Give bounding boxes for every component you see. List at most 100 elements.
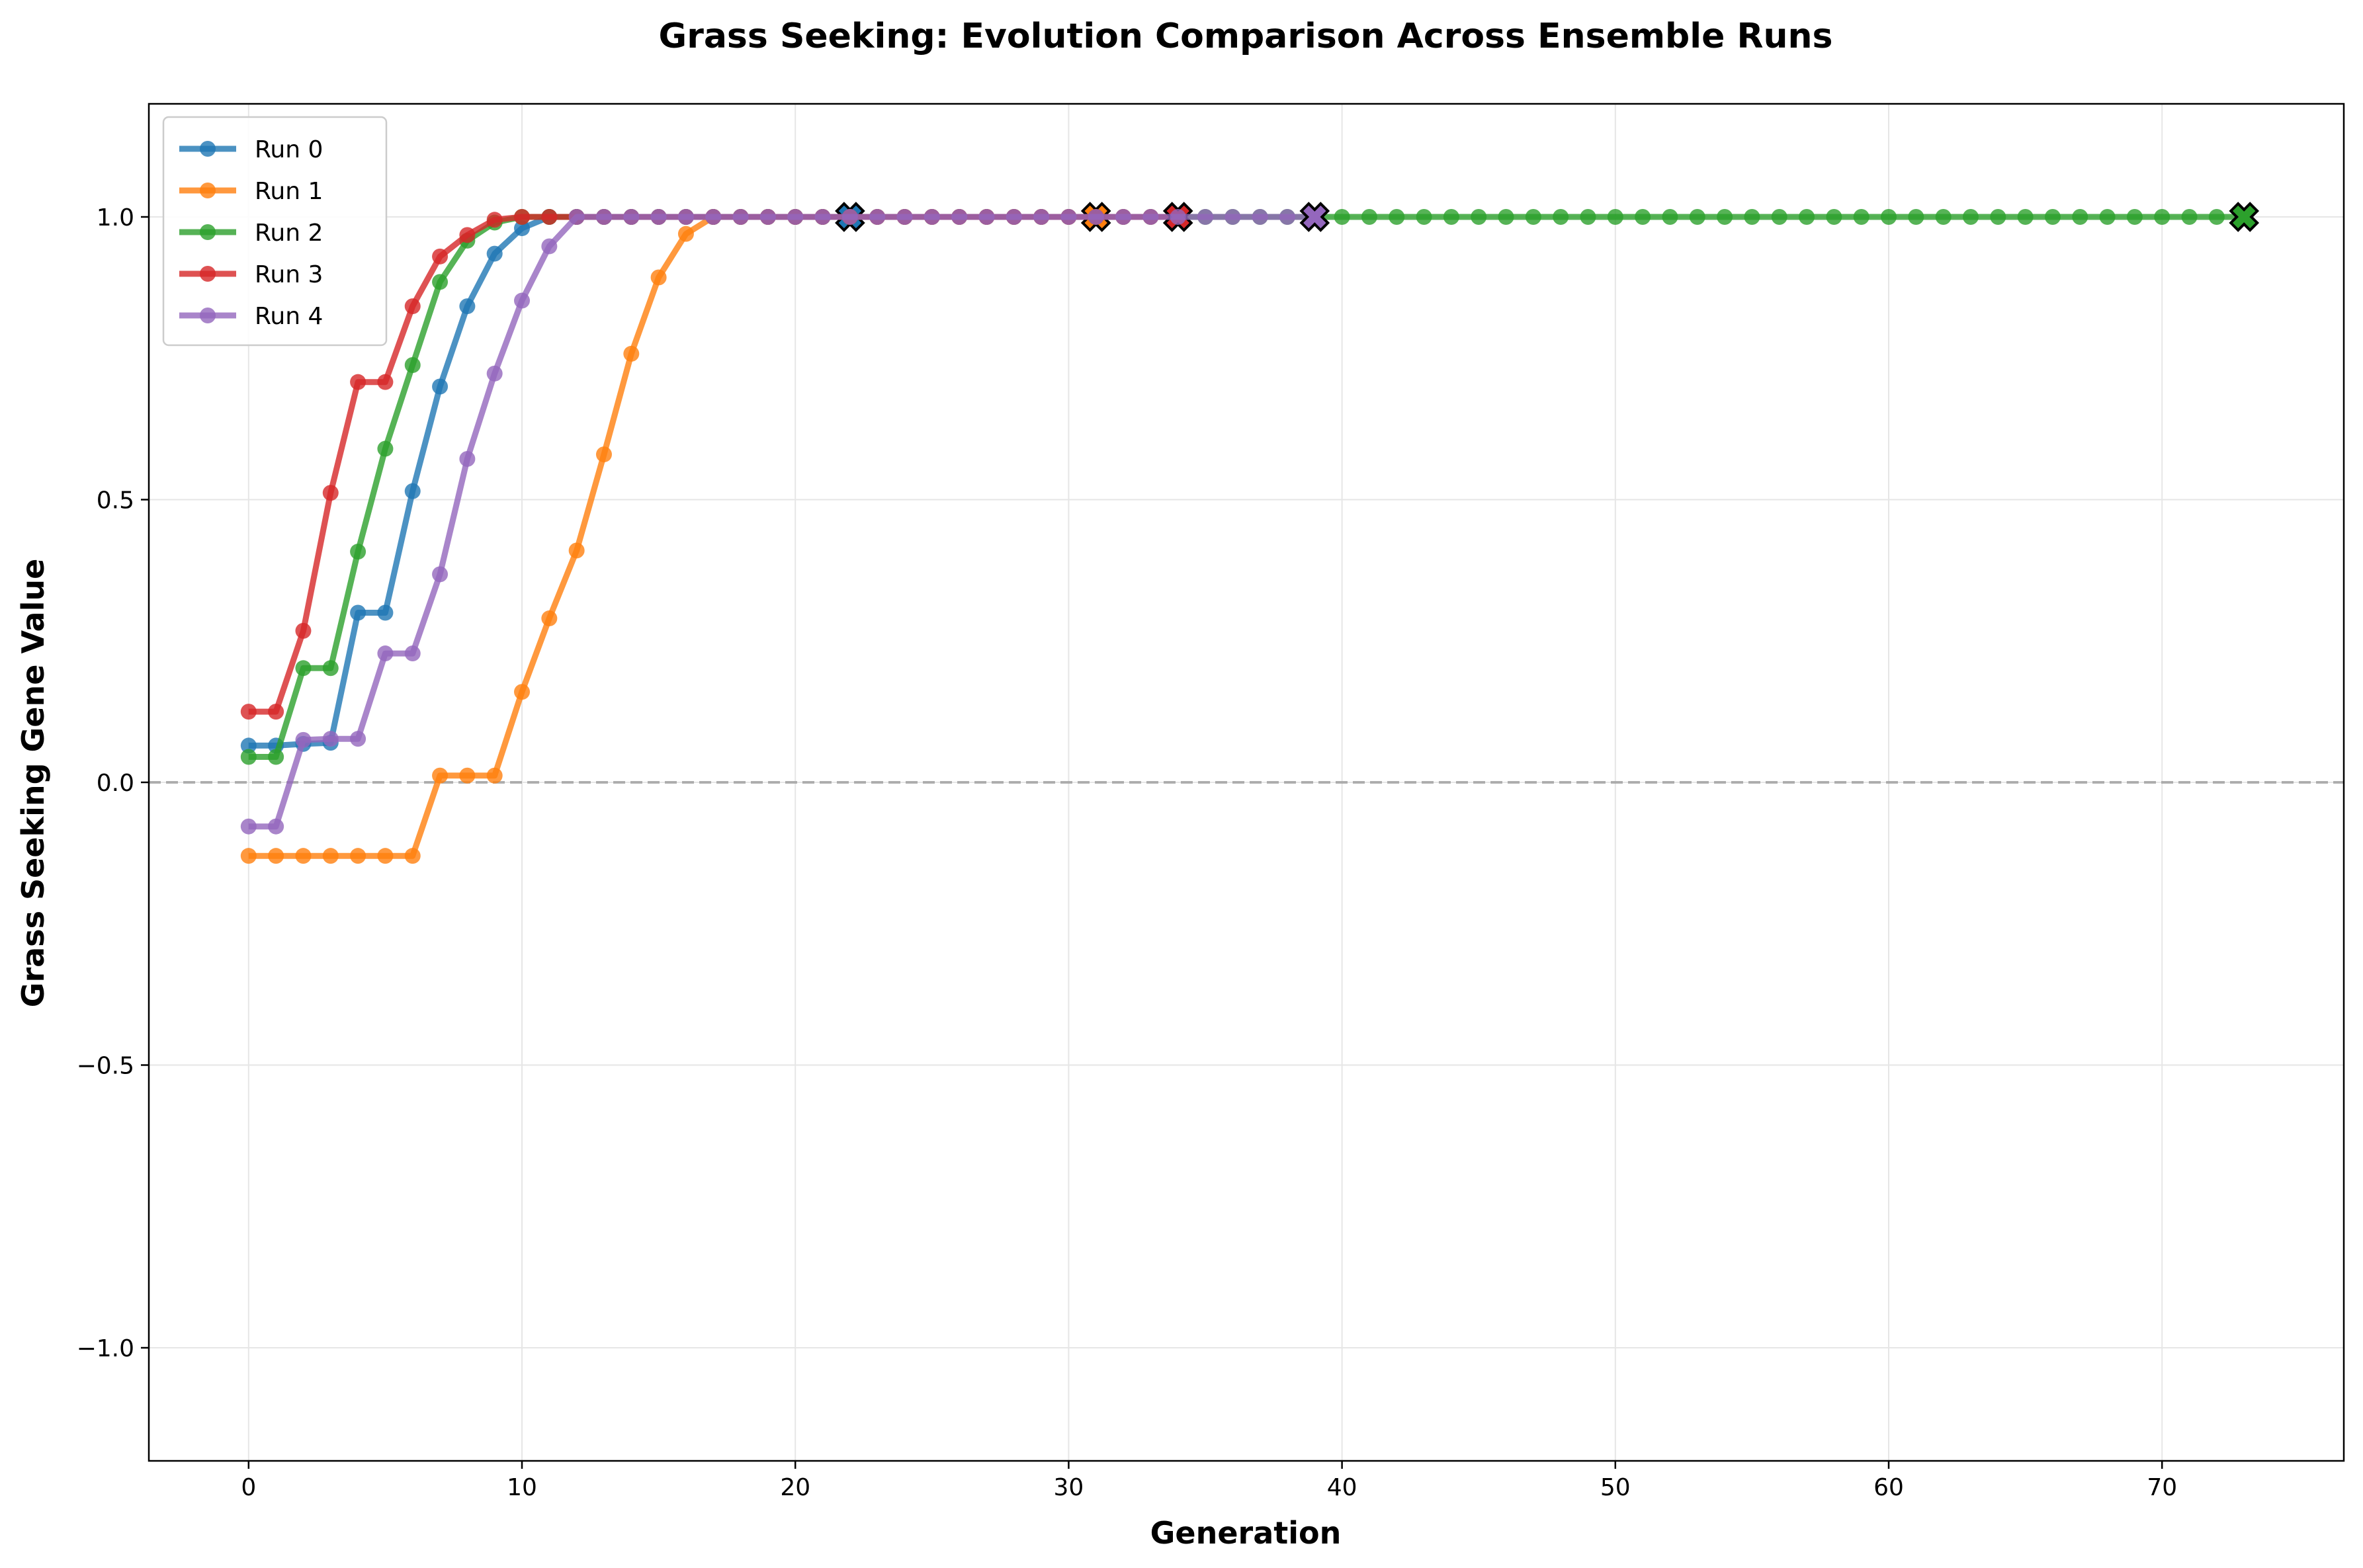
data-point — [2017, 209, 2034, 225]
data-point — [1635, 209, 1651, 225]
y-tick-label: 0.5 — [97, 487, 134, 515]
legend-label: Run 3 — [255, 261, 323, 288]
x-tick-label: 60 — [1873, 1474, 1904, 1501]
data-point — [1060, 209, 1077, 225]
data-point — [1662, 209, 1678, 225]
x-tick-label: 0 — [241, 1474, 256, 1501]
data-point — [350, 544, 366, 560]
series-layer — [240, 202, 2260, 864]
x-tick-label: 50 — [1600, 1474, 1631, 1501]
legend-label: Run 0 — [255, 136, 323, 163]
data-point — [1334, 209, 1350, 225]
data-point — [1607, 209, 1623, 225]
legend-item: Run 2 — [179, 220, 323, 247]
data-point — [404, 357, 421, 374]
data-point — [1142, 209, 1159, 225]
data-point — [404, 645, 421, 662]
data-point — [268, 749, 284, 765]
legend-box — [162, 116, 388, 347]
data-point — [2072, 209, 2088, 225]
legend: Run 0 Run 1 Run 2 Run 3 Run 4 — [162, 116, 388, 347]
data-point — [295, 731, 312, 748]
data-point — [1389, 209, 1405, 225]
data-point — [541, 610, 558, 627]
data-point — [1771, 209, 1787, 225]
data-point — [1033, 209, 1050, 225]
series-line — [248, 214, 1315, 830]
data-point — [677, 226, 694, 242]
data-point — [322, 848, 339, 864]
data-point — [978, 209, 995, 225]
data-point — [459, 767, 476, 784]
data-point — [1853, 209, 1869, 225]
legend-marker — [200, 266, 216, 282]
data-point — [432, 566, 449, 583]
data-point — [1498, 209, 1514, 225]
y-tick-label: 0.0 — [97, 770, 134, 797]
data-point — [759, 209, 776, 225]
data-point — [1197, 209, 1214, 225]
data-point — [377, 848, 394, 864]
data-point — [1115, 209, 1132, 225]
chart-title: Grass Seeking: Evolution Comparison Acro… — [659, 17, 1833, 56]
y-axis-label: Grass Seeking Gene Value — [15, 559, 51, 1008]
x-axis-label: Generation — [1150, 1515, 1342, 1551]
data-point — [2181, 209, 2198, 225]
data-point — [1170, 209, 1186, 225]
data-point — [2154, 209, 2170, 225]
data-point — [377, 645, 394, 662]
data-point — [2208, 209, 2225, 225]
data-point — [924, 209, 940, 225]
data-point — [541, 209, 558, 225]
series-line — [248, 214, 1178, 715]
data-point — [1471, 209, 1487, 225]
data-point — [404, 848, 421, 864]
data-point — [268, 818, 284, 835]
data-point — [1252, 209, 1268, 225]
data-point — [350, 848, 366, 864]
series-line — [248, 214, 2245, 760]
data-point — [322, 731, 339, 747]
data-point — [486, 365, 503, 382]
data-point — [951, 209, 968, 225]
data-point — [240, 749, 257, 765]
data-point — [568, 209, 585, 225]
data-point — [486, 245, 503, 262]
data-point — [377, 374, 394, 390]
final-marker — [1299, 202, 1330, 232]
data-point — [1935, 209, 1952, 225]
data-point — [623, 345, 640, 362]
legend-label: Run 1 — [255, 178, 323, 205]
legend-item: Run 3 — [179, 261, 323, 288]
legend-marker — [200, 183, 216, 198]
data-point — [1962, 209, 1979, 225]
data-point — [432, 378, 449, 395]
data-point — [787, 209, 804, 225]
data-point — [1279, 209, 1295, 225]
data-point — [459, 450, 476, 467]
data-point — [350, 604, 366, 621]
data-point — [677, 209, 694, 225]
data-point — [595, 446, 612, 463]
data-point — [1744, 209, 1760, 225]
data-point — [841, 209, 858, 225]
data-point — [1525, 209, 1541, 225]
data-point — [486, 767, 503, 784]
y-axis-ticks: −1.0 −0.5 0.0 0.5 1.0 — [77, 204, 149, 1362]
data-point — [514, 220, 531, 237]
data-point — [1826, 209, 1842, 225]
data-point — [568, 542, 585, 559]
data-point — [295, 622, 312, 639]
x-tick-label: 10 — [507, 1474, 537, 1501]
legend-label: Run 4 — [255, 303, 323, 330]
data-point — [1006, 209, 1022, 225]
data-point — [432, 274, 449, 290]
data-point — [1689, 209, 1705, 225]
y-tick-label: 1.0 — [97, 204, 134, 231]
data-point — [486, 212, 503, 228]
series-run-4 — [240, 202, 1330, 835]
legend-item: Run 0 — [179, 136, 323, 163]
data-point — [268, 704, 284, 720]
data-point — [1088, 209, 1104, 225]
